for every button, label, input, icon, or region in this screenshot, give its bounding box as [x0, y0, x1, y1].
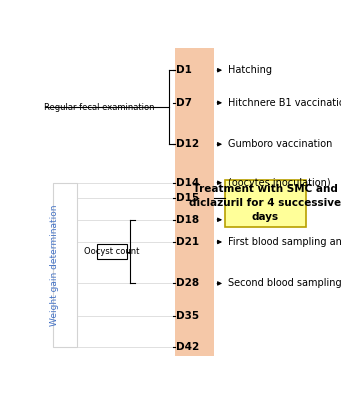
Text: D21: D21 [176, 237, 199, 247]
Text: Gumboro vaccination: Gumboro vaccination [228, 139, 332, 149]
Text: First blood sampling and necropsy: First blood sampling and necropsy [228, 237, 341, 247]
Text: D1: D1 [176, 65, 192, 75]
Text: Weight gain determination: Weight gain determination [50, 204, 59, 326]
Text: Hitchnere B1 vaccination: Hitchnere B1 vaccination [228, 98, 341, 108]
Text: D35: D35 [176, 311, 199, 321]
Bar [175, 48, 214, 356]
Text: Regular fecal examination: Regular fecal examination [44, 103, 154, 112]
FancyBboxPatch shape [97, 244, 127, 259]
Text: Hatching: Hatching [228, 65, 272, 75]
Text: Oocyst count: Oocyst count [84, 247, 140, 256]
Text: D28: D28 [176, 278, 199, 288]
Text: D14: D14 [176, 178, 199, 188]
Text: D42: D42 [176, 342, 199, 352]
Text: D18: D18 [176, 215, 199, 225]
Text: D15: D15 [176, 192, 199, 202]
Text: Second blood sampling and necropsy: Second blood sampling and necropsy [228, 278, 341, 288]
Text: Treatment with SMC and
diclazuril for 4 successive
days: Treatment with SMC and diclazuril for 4 … [189, 184, 341, 222]
FancyBboxPatch shape [225, 180, 306, 227]
Text: (oocytes inoculation): (oocytes inoculation) [228, 178, 331, 188]
Bar [53, 183, 77, 347]
Text: D12: D12 [176, 139, 199, 149]
Text: D7: D7 [176, 98, 192, 108]
